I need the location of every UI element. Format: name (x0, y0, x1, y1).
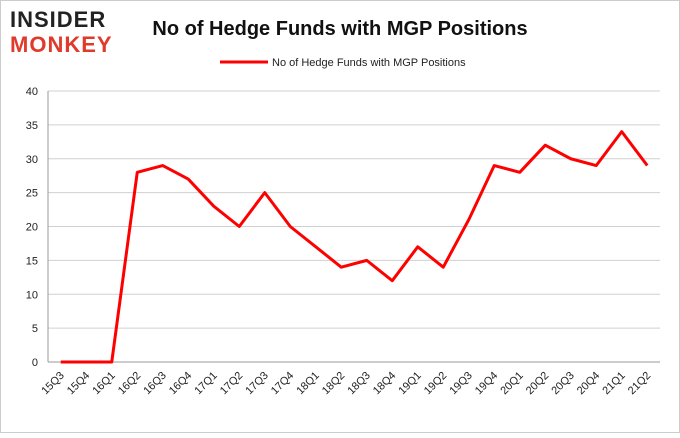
y-tick-label: 35 (26, 120, 38, 132)
y-tick-label: 30 (26, 154, 38, 166)
y-tick-label: 40 (26, 86, 38, 98)
logo-bottom: MONKEY (10, 32, 113, 57)
chart-title: No of Hedge Funds with MGP Positions (152, 18, 527, 40)
y-tick-label: 20 (26, 222, 38, 234)
y-tick-label: 15 (26, 255, 38, 267)
y-tick-label: 5 (32, 323, 38, 335)
y-tick-label: 10 (26, 289, 38, 301)
logo-top: INSIDER (10, 7, 106, 32)
legend-label: No of Hedge Funds with MGP Positions (272, 57, 466, 69)
line-series (60, 130, 649, 364)
y-tick-label: 0 (32, 357, 38, 369)
y-tick-label: 25 (26, 188, 38, 200)
